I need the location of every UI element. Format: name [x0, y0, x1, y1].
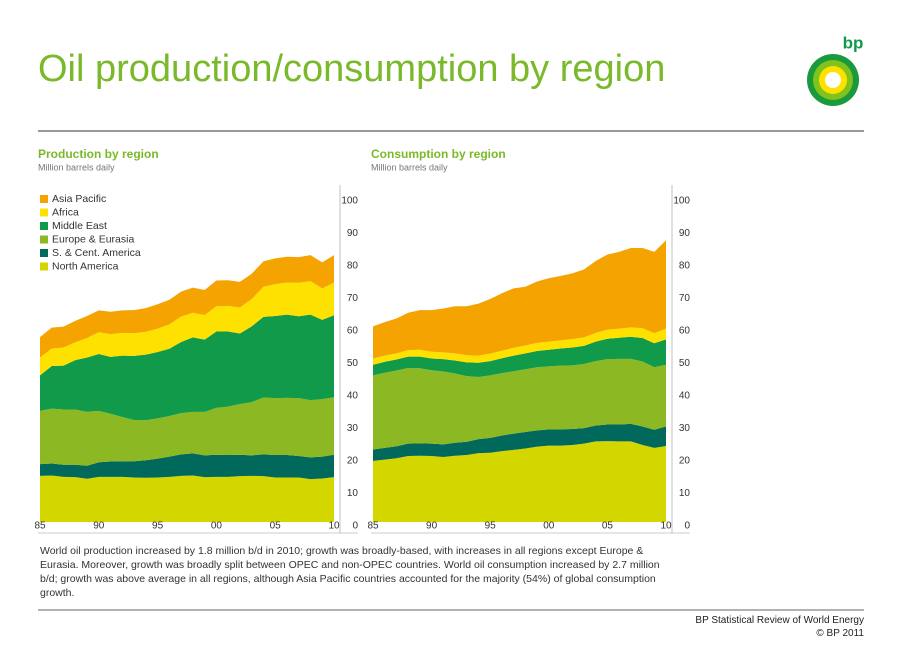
- y-tick-label: 70: [679, 293, 691, 304]
- y-tick-label: 0: [684, 521, 690, 532]
- x-tick-label: 05: [602, 521, 614, 532]
- x-tick-label: 90: [426, 521, 438, 532]
- y-tick-label: 90: [347, 228, 359, 239]
- legend-swatch: [40, 195, 48, 203]
- legend-label: S. & Cent. America: [52, 247, 141, 259]
- page-title: Oil production/consumption by region: [38, 48, 666, 90]
- x-tick-label: 10: [328, 521, 340, 532]
- area: [40, 453, 334, 480]
- y-tick-label: 50: [679, 358, 691, 369]
- legend-swatch: [40, 262, 48, 271]
- copyright: © BP 2011: [816, 628, 864, 639]
- area: [373, 441, 666, 522]
- y-tick-label: 70: [347, 293, 359, 304]
- y-tick-label: 80: [679, 261, 691, 272]
- legend-swatch: [40, 235, 48, 244]
- legend-label: Europe & Eurasia: [52, 233, 134, 245]
- logo-mark: [807, 54, 859, 106]
- chart-title: Consumption by region: [371, 147, 506, 161]
- x-tick-label: 85: [367, 521, 379, 532]
- legend-label: North America: [52, 260, 119, 272]
- y-tick-label: 30: [679, 423, 691, 434]
- area: [40, 475, 334, 522]
- chart-subtitle: Million barrels daily: [38, 162, 115, 172]
- legend-swatch: [40, 222, 48, 230]
- x-tick-label: 90: [93, 521, 105, 532]
- y-tick-label: 10: [679, 488, 691, 499]
- legend-swatch: [40, 249, 48, 257]
- area: [40, 314, 334, 421]
- y-tick-label: 40: [679, 391, 691, 402]
- legend-label: Asia Pacific: [52, 193, 106, 205]
- area: [373, 327, 666, 365]
- area: [40, 281, 334, 376]
- legend-label: Middle East: [52, 220, 107, 232]
- y-tick-label: 80: [347, 261, 359, 272]
- y-tick-label: 100: [673, 196, 690, 207]
- x-tick-label: 10: [660, 521, 672, 532]
- y-tick-label: 0: [352, 521, 358, 532]
- description: World oil production increased by 1.8 mi…: [40, 545, 660, 599]
- x-tick-label: 85: [34, 521, 46, 532]
- y-tick-label: 90: [679, 228, 691, 239]
- chart-title: Production by region: [38, 147, 159, 161]
- y-tick-label: 60: [347, 326, 359, 337]
- chart-subtitle: Million barrels daily: [371, 162, 448, 172]
- area: [40, 255, 334, 358]
- x-tick-label: 00: [543, 521, 555, 532]
- source: BP Statistical Review of World Energy: [695, 615, 864, 626]
- x-tick-label: 95: [485, 521, 497, 532]
- x-tick-label: 00: [211, 521, 223, 532]
- y-tick-label: 50: [347, 358, 359, 369]
- y-tick-label: 100: [341, 196, 358, 207]
- y-tick-label: 10: [347, 488, 359, 499]
- area: [373, 336, 666, 378]
- logo: bp: [843, 33, 864, 52]
- y-tick-label: 20: [347, 456, 359, 467]
- area: [40, 397, 334, 466]
- legend-swatch: [40, 208, 48, 217]
- x-tick-label: 05: [270, 521, 282, 532]
- x-tick-label: 95: [152, 521, 164, 532]
- y-tick-label: 20: [679, 456, 691, 467]
- y-tick-label: 40: [347, 391, 359, 402]
- legend-label: Africa: [52, 206, 79, 218]
- area: [373, 240, 666, 359]
- y-tick-label: 30: [347, 423, 359, 434]
- area: [373, 358, 666, 450]
- area: [373, 423, 666, 461]
- y-tick-label: 60: [679, 326, 691, 337]
